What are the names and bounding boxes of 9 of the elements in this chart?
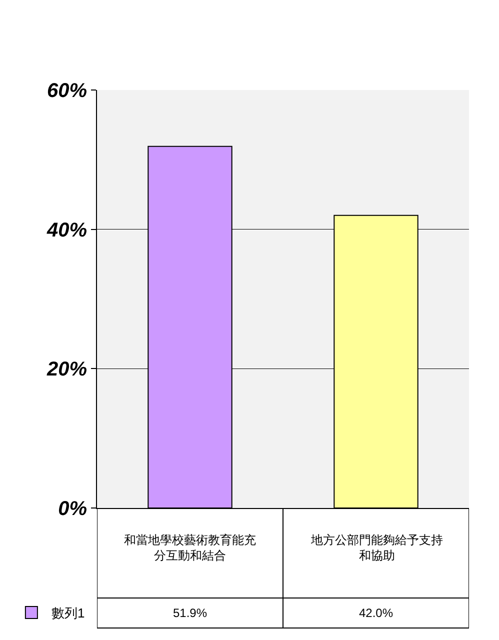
legend-label: 數列1	[51, 606, 85, 621]
x-tick-label: 地方公部門能夠給予支持和協助	[310, 533, 443, 563]
y-tick-label: 0%	[58, 498, 88, 520]
y-tick-label: 60%	[46, 80, 88, 102]
y-tick-label: 20%	[46, 358, 88, 381]
data-label: 51.9%	[173, 606, 208, 620]
x-tick-label: 和當地學校藝術教育能充分互動和結合	[124, 533, 256, 563]
data-label: 42.0%	[359, 606, 394, 620]
y-tick-label: 40%	[46, 219, 88, 242]
